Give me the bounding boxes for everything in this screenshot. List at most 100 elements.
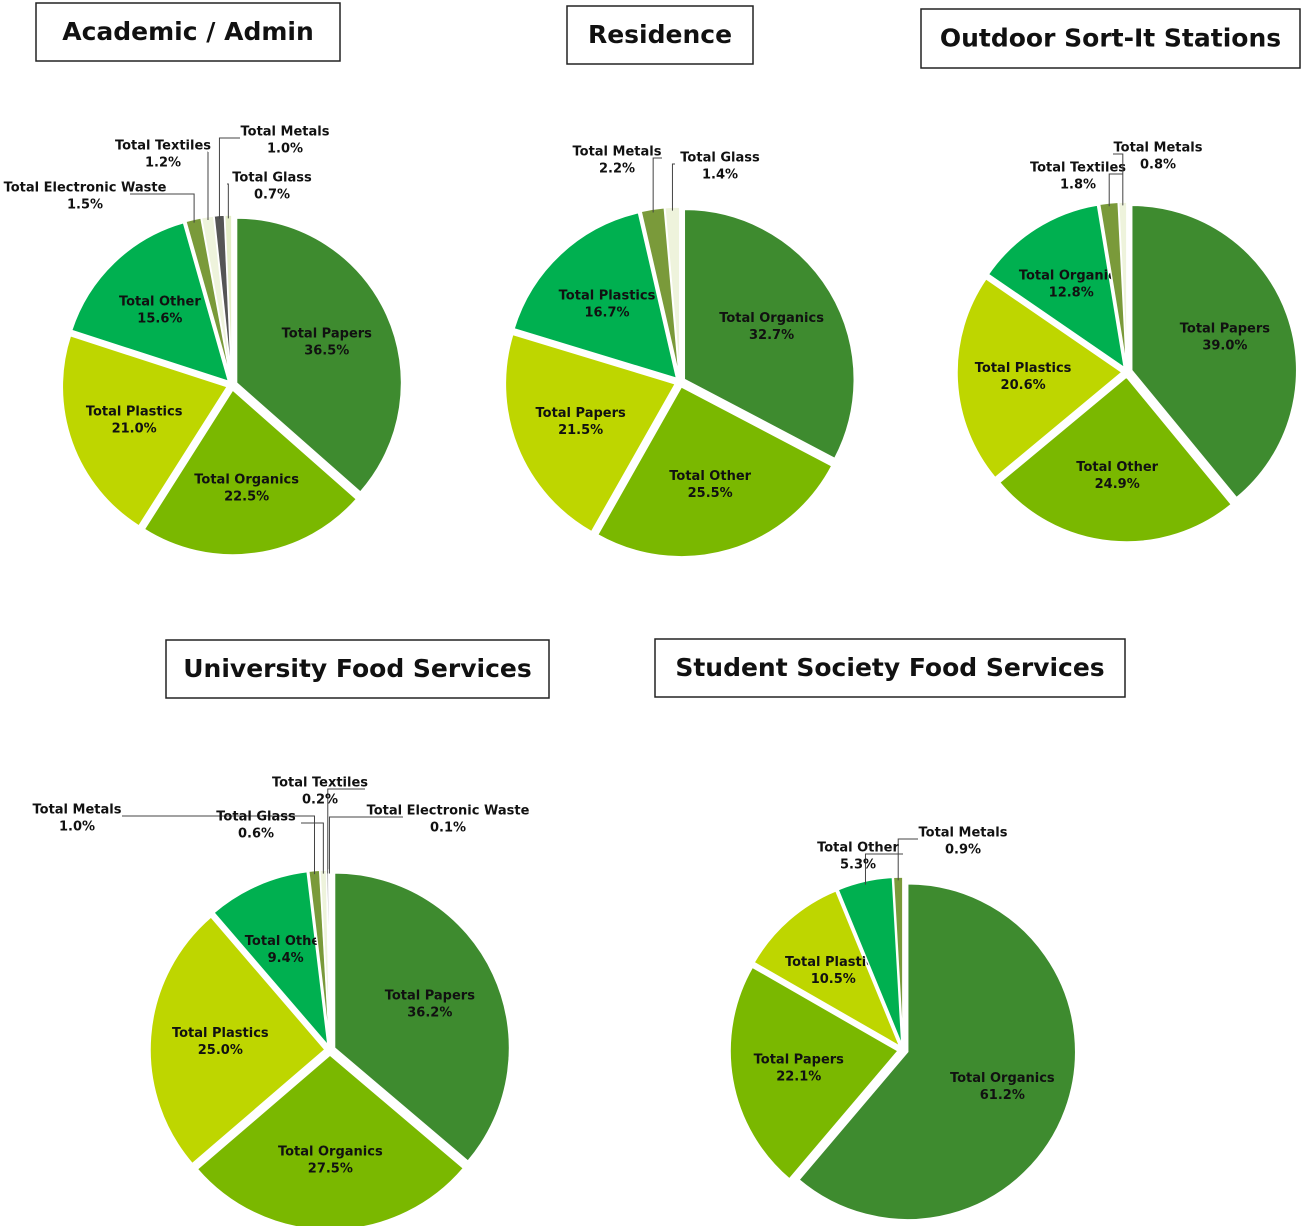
slice-label: Total Organics bbox=[950, 1071, 1055, 1086]
slice-value-label: 24.9% bbox=[1095, 477, 1140, 492]
slice-label: Total Metals bbox=[919, 826, 1008, 841]
chart-title: Outdoor Sort-It Stations bbox=[940, 24, 1281, 53]
chart-title: Academic / Admin bbox=[62, 17, 314, 46]
slice-value-label: 39.0% bbox=[1202, 338, 1247, 353]
slice-value-label: 22.5% bbox=[224, 489, 269, 504]
title-box bbox=[654, 638, 1126, 698]
slice-label: Total Other bbox=[245, 934, 327, 949]
leader-line bbox=[301, 822, 324, 874]
pie-chart: Residence Total Organics 32.7% Total Other 2… bbox=[504, 5, 856, 558]
slice-label: Total Other bbox=[119, 295, 201, 310]
leader-line bbox=[864, 853, 903, 885]
pie-slice bbox=[797, 882, 1077, 1221]
slice-value-label: 0.7% bbox=[254, 188, 290, 203]
slice-label: Total Papers bbox=[282, 327, 373, 342]
chart-title: University Food Services bbox=[183, 654, 531, 683]
slice-value-label: 9.4% bbox=[268, 951, 304, 966]
slice-value-label: 25.5% bbox=[688, 486, 733, 501]
leader-line bbox=[652, 157, 662, 213]
pie-slice bbox=[1130, 204, 1298, 499]
pie-slice bbox=[333, 872, 511, 1163]
slice-label: Total Metals bbox=[1114, 141, 1203, 156]
pie-slice bbox=[683, 208, 856, 460]
slice-label: Total Glass bbox=[232, 171, 312, 186]
title-box bbox=[920, 8, 1301, 69]
slice-label: Total Metals bbox=[241, 125, 330, 140]
pie-slice bbox=[143, 388, 358, 556]
pie-slice bbox=[212, 870, 330, 1048]
slice-label: Total Other bbox=[817, 841, 899, 856]
slice-value-label: 0.6% bbox=[238, 827, 274, 842]
title-box bbox=[566, 5, 754, 65]
slice-label: Total Plastics bbox=[86, 405, 183, 420]
pie-chart: University Food Services Total Papers 36.2… bbox=[33, 639, 550, 1226]
slice-value-label: 1.4% bbox=[702, 168, 738, 183]
pie-slice bbox=[956, 277, 1124, 479]
slice-value-label: 25.0% bbox=[198, 1043, 243, 1058]
slice-value-label: 16.7% bbox=[584, 305, 629, 320]
pie-slice bbox=[196, 1054, 465, 1226]
slice-label: Total Organics bbox=[278, 1144, 383, 1159]
slice-value-label: 0.2% bbox=[302, 793, 338, 808]
slice-label: Total Glass bbox=[680, 151, 760, 166]
slice-value-label: 21.5% bbox=[558, 423, 603, 438]
slice-value-label: 1.8% bbox=[1060, 178, 1096, 193]
slice-value-label: 20.6% bbox=[1001, 378, 1046, 393]
leader-line bbox=[671, 163, 675, 211]
pie-slice bbox=[513, 211, 678, 380]
pie-slice bbox=[149, 915, 327, 1165]
slice-label: Total Papers bbox=[385, 988, 476, 1003]
slice-value-label: 15.6% bbox=[137, 312, 182, 327]
leader-line bbox=[328, 816, 403, 874]
slice-label: Total Organics bbox=[1019, 269, 1124, 284]
slice-label: Total Textiles bbox=[115, 139, 211, 154]
slice-label: Total Plastics bbox=[559, 288, 656, 303]
chart-title: Residence bbox=[588, 20, 732, 49]
slice-label: Total Organics bbox=[194, 472, 299, 487]
slice-value-label: 21.0% bbox=[112, 422, 157, 437]
slice-label: Total Papers bbox=[1180, 321, 1271, 336]
slice-label: Total Electronic Waste bbox=[4, 181, 167, 196]
slice-label: Total Plastics bbox=[975, 361, 1072, 376]
slice-value-label: 0.1% bbox=[430, 821, 466, 836]
slice-label: Total Metals bbox=[33, 803, 122, 818]
pie-chart: Academic / Admin Total Papers 36.5% Total O… bbox=[4, 2, 403, 556]
slice-value-label: 1.0% bbox=[59, 820, 95, 835]
slice-value-label: 5.3% bbox=[840, 858, 876, 873]
pie-chart: Student Society Food Services Total Organ… bbox=[654, 638, 1126, 1221]
slice-value-label: 36.5% bbox=[304, 344, 349, 359]
leader-line bbox=[327, 788, 365, 874]
slice-value-label: 32.7% bbox=[749, 328, 794, 343]
slice-value-label: 36.2% bbox=[407, 1005, 452, 1020]
slice-value-label: 27.5% bbox=[308, 1161, 353, 1176]
slice-label: Total Organics bbox=[719, 311, 824, 326]
pie-slice bbox=[596, 385, 833, 558]
title-box bbox=[165, 639, 550, 699]
pie-slice bbox=[235, 217, 403, 494]
leader-line bbox=[130, 193, 195, 223]
slice-label: Total Papers bbox=[754, 1053, 845, 1068]
slice-label: Total Glass bbox=[216, 810, 296, 825]
leader-line bbox=[897, 838, 918, 881]
slice-label: Total Other bbox=[669, 469, 751, 484]
title-box bbox=[35, 2, 341, 62]
pie-slice bbox=[70, 221, 230, 383]
pie-slice bbox=[987, 204, 1126, 370]
slice-value-label: 2.2% bbox=[599, 162, 635, 177]
slice-label: Total Plastics bbox=[785, 955, 882, 970]
slice-value-label: 22.1% bbox=[776, 1070, 821, 1085]
slice-value-label: 1.5% bbox=[67, 198, 103, 213]
slice-label: Total Other bbox=[1076, 460, 1158, 475]
pie-slice bbox=[61, 334, 229, 528]
pie-slice bbox=[998, 375, 1233, 543]
pie-chart: Outdoor Sort-It Stations Total Papers 39.0… bbox=[920, 8, 1301, 543]
leader-line bbox=[1113, 153, 1124, 206]
slice-label: Total Textiles bbox=[272, 776, 368, 791]
chart-title: Student Society Food Services bbox=[675, 653, 1104, 682]
slice-value-label: 1.2% bbox=[145, 156, 181, 171]
leader-line bbox=[218, 137, 240, 219]
slice-label: Total Metals bbox=[573, 145, 662, 160]
pie-slice bbox=[837, 876, 903, 1046]
slice-value-label: 0.9% bbox=[945, 843, 981, 858]
